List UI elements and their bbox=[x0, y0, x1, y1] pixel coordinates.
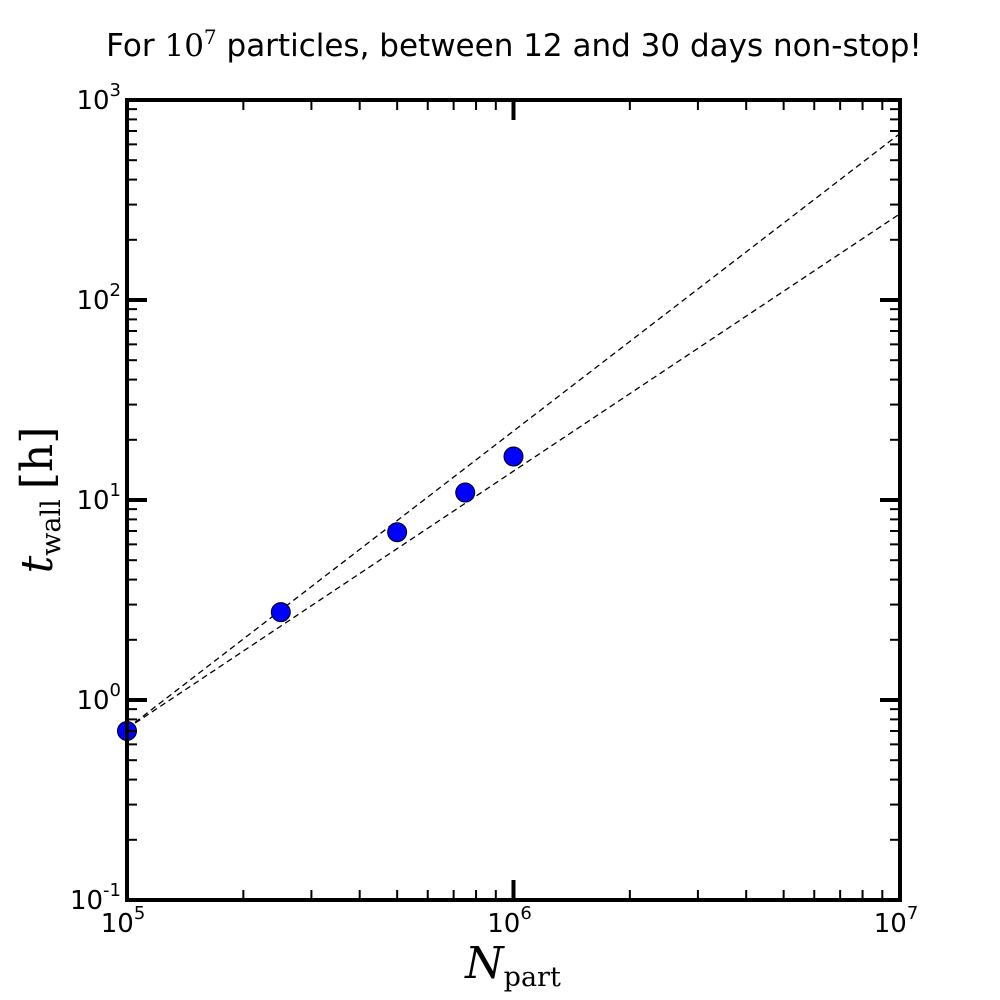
y-axis-label-unit: [h] bbox=[12, 427, 63, 490]
data-point-2 bbox=[270, 602, 291, 623]
x-tick-label-1: 105 bbox=[101, 903, 146, 939]
y-tick-label-4: 102 bbox=[76, 280, 121, 316]
x-tick-label-3: 107 bbox=[874, 903, 919, 939]
chart-title: For 107 particles, between 12 and 30 day… bbox=[106, 25, 922, 64]
title-after: particles, between 12 and 30 days non-st… bbox=[217, 28, 922, 64]
x-tick-label-2-exp: 6 bbox=[520, 903, 531, 924]
x-axis-label-base: N bbox=[464, 938, 505, 989]
y-tick-label-2-base: 10 bbox=[76, 686, 109, 716]
y-tick-label-3-exp: 1 bbox=[110, 480, 121, 501]
fit-line-1 bbox=[126, 132, 901, 730]
y-tick-label-3-base: 10 bbox=[76, 486, 109, 516]
title-math-base: 10 bbox=[164, 28, 203, 64]
title-math-exp: 7 bbox=[204, 25, 217, 49]
y-tick-label-1: 10-1 bbox=[70, 880, 121, 916]
y-axis-label-sub: wall bbox=[36, 499, 67, 555]
y-tick-label-4-exp: 2 bbox=[110, 280, 121, 301]
x-tick-label-2: 106 bbox=[487, 903, 532, 939]
y-tick-label-1-exp: -1 bbox=[103, 880, 121, 901]
y-axis-label: twall [h] bbox=[12, 427, 67, 574]
x-axis-label: Npart bbox=[464, 938, 561, 993]
data-points bbox=[117, 446, 524, 741]
data-point-4 bbox=[455, 482, 476, 503]
fit-lines bbox=[126, 132, 901, 730]
data-point-5 bbox=[503, 446, 524, 467]
y-tick-label-5: 103 bbox=[76, 80, 121, 116]
plot-frame bbox=[125, 98, 902, 902]
y-tick-label-3: 101 bbox=[76, 480, 121, 516]
y-tick-label-5-exp: 3 bbox=[110, 80, 121, 101]
y-tick-label-5-base: 10 bbox=[76, 86, 109, 116]
y-tick-label-4-base: 10 bbox=[76, 286, 109, 316]
x-tick-label-3-exp: 7 bbox=[907, 903, 918, 924]
y-axis-label-base: t bbox=[12, 555, 63, 573]
y-tick-label-2: 100 bbox=[76, 680, 121, 716]
fit-line-2 bbox=[126, 213, 901, 730]
x-tick-label-1-base: 10 bbox=[101, 909, 134, 939]
x-tick-label-2-base: 10 bbox=[487, 909, 520, 939]
x-axis-label-sub: part bbox=[504, 962, 561, 993]
x-tick-label-3-base: 10 bbox=[874, 909, 907, 939]
title-before: For bbox=[106, 28, 164, 64]
data-point-3 bbox=[387, 522, 408, 543]
x-tick-label-1-exp: 5 bbox=[134, 903, 145, 924]
axis-ticks bbox=[125, 100, 900, 902]
y-tick-label-1-base: 10 bbox=[70, 886, 103, 916]
y-tick-label-2-exp: 0 bbox=[110, 680, 121, 701]
